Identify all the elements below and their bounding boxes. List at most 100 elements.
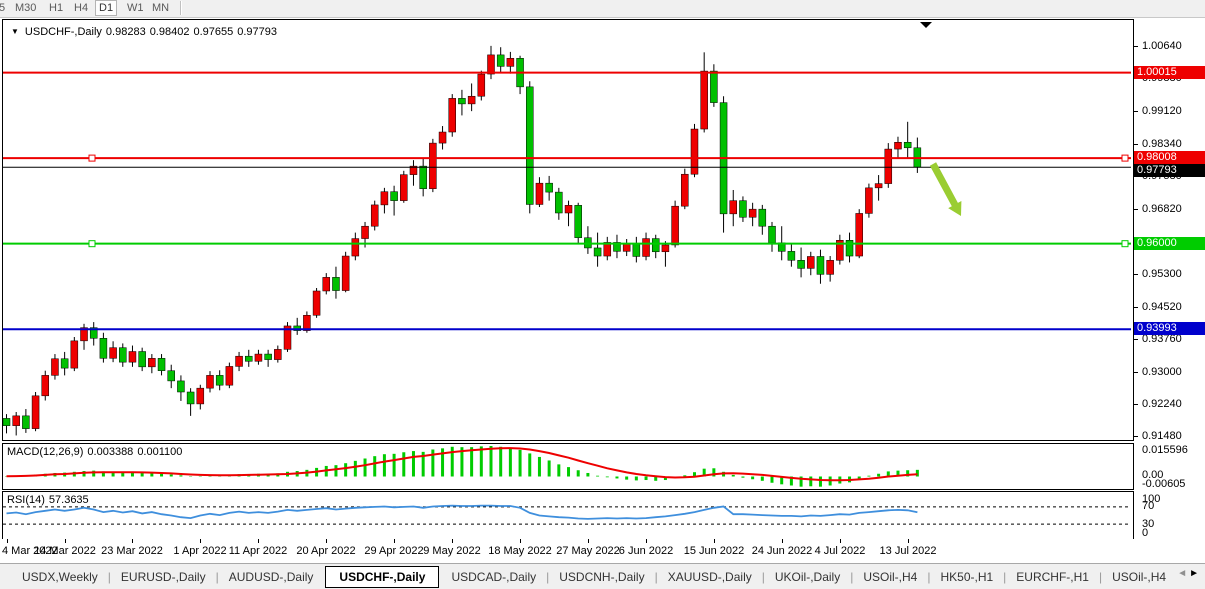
tab-scroll-left-icon[interactable]: ◄ bbox=[1177, 568, 1190, 579]
candle-up bbox=[506, 58, 515, 67]
price-badge-0.93993: 0.93993 bbox=[1134, 322, 1205, 335]
main-chart-pane[interactable]: ▼ USDCHF-,Daily 0.98283 0.98402 0.97655 0.977… bbox=[2, 19, 1134, 441]
hline-anchor[interactable] bbox=[88, 154, 96, 162]
candle-up bbox=[109, 347, 117, 359]
date-tick bbox=[326, 539, 327, 543]
candle-up bbox=[12, 415, 20, 426]
price-tick bbox=[1134, 144, 1138, 145]
candle-up bbox=[807, 256, 815, 269]
chart-tab-eurusd-daily[interactable]: EURUSD-,Daily bbox=[120, 569, 206, 584]
candle-down bbox=[89, 327, 98, 339]
date-label: 11 Apr 2022 bbox=[228, 545, 288, 557]
timeframe-button-w1[interactable]: W1 bbox=[127, 2, 144, 14]
chart-tab-ukoil-daily[interactable]: UKOil-,Daily bbox=[774, 569, 841, 584]
rsi-indicator-pane[interactable]: RSI(14) 57.3635 bbox=[2, 491, 1134, 540]
hline-anchor[interactable] bbox=[1121, 154, 1129, 162]
candle-up bbox=[884, 148, 893, 184]
date-tick bbox=[714, 539, 715, 543]
macd-main-value: 0.003388 bbox=[87, 446, 134, 458]
candle-up bbox=[409, 165, 418, 175]
candle-up bbox=[206, 375, 214, 389]
candle-down bbox=[458, 98, 466, 105]
date-tick bbox=[200, 539, 201, 543]
date-axis[interactable]: 4 Mar 2022 14 Mar 2022 23 Mar 2022 1 Apr 20… bbox=[0, 539, 1205, 561]
date-label: 6 Jun 2022 bbox=[618, 545, 674, 557]
candle-down bbox=[710, 70, 718, 103]
chart-tab-usdchf-daily[interactable]: USDCHF-,Daily bbox=[325, 565, 440, 588]
candle-up bbox=[370, 204, 379, 227]
macd-chart bbox=[5, 445, 919, 487]
candle-up bbox=[303, 315, 311, 331]
tab-separator: | bbox=[761, 569, 765, 584]
timeframe-button-m30[interactable]: M30 bbox=[15, 2, 37, 14]
timeframe-button-mn[interactable]: MN bbox=[152, 2, 170, 14]
candle-down bbox=[496, 54, 505, 67]
candle-down bbox=[245, 355, 253, 362]
timeframe-button-d1[interactable]: D1 bbox=[95, 0, 118, 16]
candle-down bbox=[138, 351, 146, 368]
date-tick bbox=[840, 539, 841, 543]
chart-tab-usoil-h4[interactable]: USOil-,H4 bbox=[863, 569, 918, 584]
timeframe-button-h1[interactable]: H1 bbox=[49, 2, 64, 14]
tab-scroll-right-icon[interactable]: ► bbox=[1189, 568, 1201, 579]
price-badge-0.96000: 0.96000 bbox=[1134, 237, 1205, 250]
candle-down bbox=[739, 200, 747, 218]
chart-title-expand-icon[interactable]: ▼ bbox=[11, 27, 19, 36]
candle-up bbox=[690, 128, 699, 175]
rsi-line bbox=[6, 504, 918, 520]
tab-separator: | bbox=[215, 569, 219, 584]
chart-tab-xauusd-daily[interactable]: XAUUSD-,Daily bbox=[667, 569, 752, 584]
candle-up bbox=[748, 208, 757, 218]
candle-down bbox=[903, 142, 912, 149]
chart-tab-usoil-h4[interactable]: USOil-,H4 bbox=[1112, 569, 1167, 584]
candle-up bbox=[429, 142, 437, 189]
chart-tab-audusd-daily[interactable]: AUDUSD-,Daily bbox=[228, 569, 314, 584]
price-tick-label: 1.00640 bbox=[1142, 40, 1182, 52]
tab-separator: | bbox=[107, 569, 111, 584]
candle-down bbox=[613, 242, 621, 252]
candle-up bbox=[274, 349, 282, 360]
candle-up bbox=[671, 205, 679, 246]
candle-down bbox=[797, 260, 805, 269]
price-tick-label: 0.98340 bbox=[1142, 138, 1182, 150]
price-tick bbox=[1134, 339, 1138, 340]
candle-down bbox=[332, 277, 340, 291]
price-tick-label: 0.93760 bbox=[1142, 333, 1182, 345]
candle-down bbox=[99, 338, 108, 359]
candles bbox=[3, 45, 922, 436]
date-tick bbox=[908, 539, 909, 543]
candle-up bbox=[41, 375, 50, 397]
candle-up bbox=[564, 205, 573, 214]
price-tick-label: 0.93000 bbox=[1142, 366, 1182, 378]
chart-shift-marker[interactable] bbox=[920, 22, 932, 28]
candle-up bbox=[855, 213, 863, 257]
hline-anchor[interactable] bbox=[1121, 240, 1129, 248]
candle-down bbox=[768, 225, 776, 244]
candle-down bbox=[264, 353, 272, 360]
hline-anchor[interactable] bbox=[88, 240, 96, 248]
timeframe-button-h4[interactable]: H4 bbox=[74, 2, 89, 14]
date-tick bbox=[65, 539, 66, 543]
chart-tab-hk50-h1[interactable]: HK50-,H1 bbox=[940, 569, 994, 584]
candle-up bbox=[438, 131, 447, 144]
chart-tab-usdcnh-daily[interactable]: USDCNH-,Daily bbox=[559, 569, 645, 584]
arrow-annotation[interactable] bbox=[929, 162, 962, 216]
ohlc-close: 0.97793 bbox=[237, 26, 277, 38]
chart-tab-bar: USDX,Weekly | EURUSD-,Daily | AUDUSD-,Daily U… bbox=[0, 563, 1205, 589]
candle-up bbox=[128, 351, 137, 363]
candle-up bbox=[283, 325, 292, 350]
timeframe-button-5[interactable]: 5 bbox=[0, 2, 6, 14]
price-axis[interactable]: 1.006400.998800.991200.983400.975800.968… bbox=[1134, 19, 1205, 539]
candlestick-chart[interactable] bbox=[3, 20, 1131, 438]
chart-tab-usdx-weekly[interactable]: USDX,Weekly bbox=[22, 569, 98, 584]
price-tick-label: 0.92240 bbox=[1142, 398, 1182, 410]
price-tick-label: 0.96820 bbox=[1142, 203, 1182, 215]
rsi-axis-label: 70 bbox=[1142, 500, 1155, 512]
macd-axis-label: 0.015596 bbox=[1142, 444, 1188, 456]
chart-tab-eurchf-h1[interactable]: EURCHF-,H1 bbox=[1016, 569, 1089, 584]
date-label: 1 Apr 2022 bbox=[173, 545, 227, 557]
chart-tab-usdcad-daily[interactable]: USDCAD-,Daily bbox=[451, 569, 537, 584]
candle-down bbox=[186, 391, 195, 405]
macd-indicator-pane[interactable]: MACD(12,26,9) 0.003388 0.001100 bbox=[2, 443, 1134, 490]
